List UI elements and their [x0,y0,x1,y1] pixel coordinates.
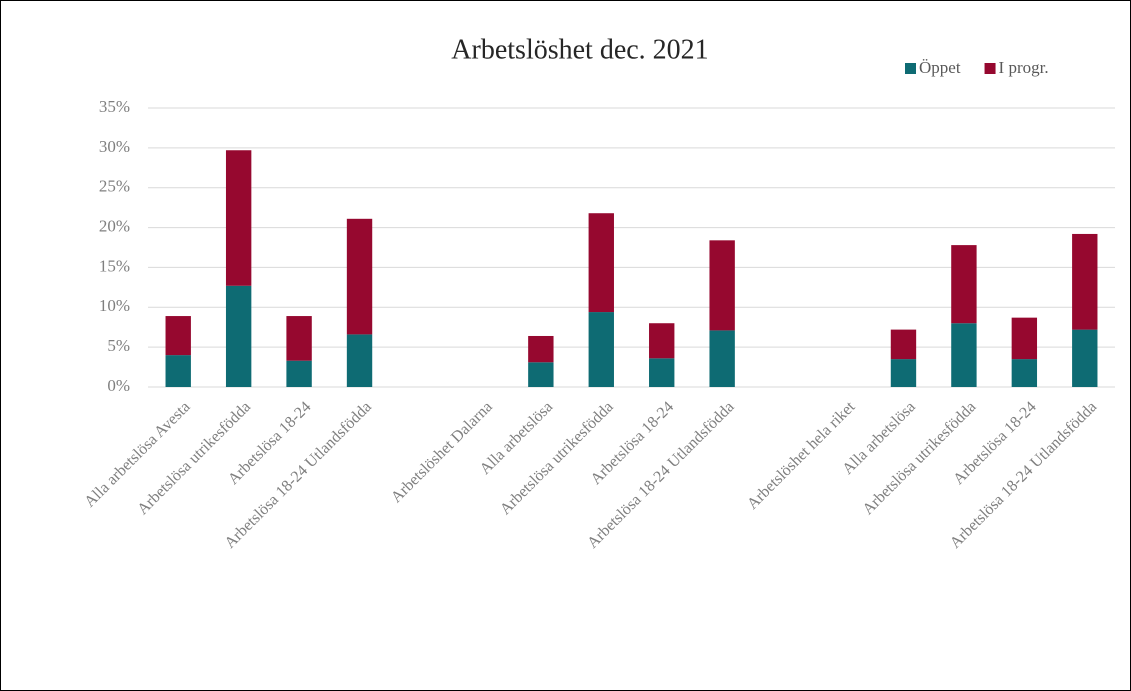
bar-segment [286,360,312,387]
bar-segment [528,362,554,387]
bar-segment [165,316,191,356]
bar-segment [225,150,252,286]
bar-segment [588,213,614,313]
y-tick-label: 10% [99,296,130,315]
y-tick-label: 35% [99,97,130,116]
bar-segment [1072,233,1098,330]
bar-segment [951,323,977,387]
chart-title: Arbetslöshet dec. 2021 [451,34,708,65]
bar-segment [165,355,191,387]
bar-segment [1072,329,1098,387]
bar-segment [890,359,917,387]
bar-segment [709,240,735,331]
legend-label: Öppet [919,58,961,77]
bar-segment [286,316,312,361]
bar-segment [346,334,373,387]
legend-label: I progr. [999,58,1049,77]
y-tick-label: 30% [99,137,130,156]
bar-segment [649,323,675,359]
y-tick-label: 15% [99,256,130,275]
bar-segment [528,335,554,363]
bar-segment [709,330,735,387]
y-tick-label: 25% [99,177,130,196]
y-tick-label: 20% [99,216,130,235]
y-tick-label: 5% [107,336,130,355]
legend-swatch [905,63,916,74]
bar-segment [649,358,675,387]
bar-segment [225,285,252,387]
y-tick-label: 0% [107,376,130,395]
bar-segment [951,245,977,324]
bar-segment [346,218,373,335]
legend-swatch [984,63,996,74]
bar-segment [1011,359,1038,387]
bar-segment [890,329,917,360]
bar-segment [1011,317,1038,360]
bar-segment [588,312,614,387]
